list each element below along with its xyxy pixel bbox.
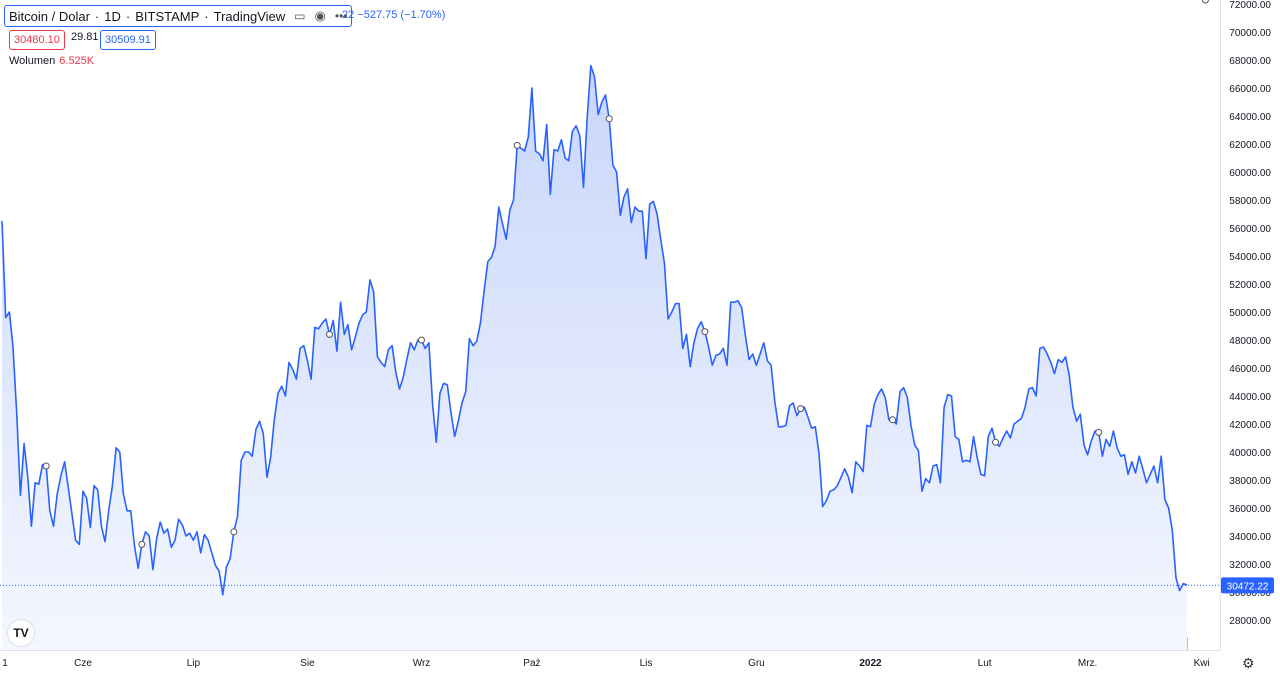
price-line (1, 64, 1188, 596)
volume-value: 6.525K (59, 55, 95, 67)
price-axis[interactable]: 28000.00 30000.00 32000.00 34000.00 36000.00… (1229, 0, 1271, 627)
x-tick-label: Kwi (1194, 658, 1210, 669)
symbol-name: Bitcoin / Dolar (9, 8, 90, 24)
event-marker[interactable] (326, 330, 333, 338)
last-price-marker: 30472.22 (0, 577, 1274, 594)
tradingview-logo-icon[interactable]: TV (8, 620, 34, 646)
separator-dot: · (204, 8, 209, 24)
more-icon[interactable]: ••• (334, 9, 348, 23)
price-area-fill (2, 65, 1187, 651)
hide-icon[interactable]: ▭ (294, 9, 306, 23)
y-tick-label: 60000.00 (1229, 168, 1271, 179)
x-tick-label: Paź (523, 658, 540, 669)
x-tick-label: Lut (978, 658, 992, 669)
y-tick-label: 48000.00 (1229, 336, 1271, 347)
spread-value: 29.81 (71, 31, 99, 43)
event-marker[interactable] (605, 115, 613, 123)
event-markers[interactable] (42, 0, 1209, 548)
symbol-legend[interactable]: Bitcoin / Dolar · 1D · BITSTAMP · Tradin… (4, 5, 353, 27)
y-tick-label: 32000.00 (1229, 560, 1271, 571)
x-tick-label: Wrz (413, 658, 431, 669)
y-tick-label: 42000.00 (1229, 420, 1271, 431)
price-change: 22 −527.75 (−1.70%) (342, 9, 446, 21)
sell-button[interactable]: 30480.10 (9, 30, 65, 50)
last-price-label: 30472.22 (1227, 581, 1269, 592)
x-tick-label: Mrz. (1078, 658, 1097, 669)
y-tick-label: 28000.00 (1229, 616, 1271, 627)
event-marker[interactable] (797, 405, 805, 413)
x-tick-label: Lis (640, 658, 653, 669)
event-marker[interactable] (992, 438, 1000, 446)
y-tick-label: 46000.00 (1229, 364, 1271, 375)
x-tick-label: 1 (2, 658, 8, 669)
x-tick-label: Gru (748, 658, 765, 669)
x-tick-label: Lip (187, 658, 201, 669)
exchange-label: BITSTAMP (135, 8, 200, 24)
event-marker[interactable] (1095, 428, 1103, 436)
separator-dot: · (125, 8, 131, 24)
y-tick-label: 40000.00 (1229, 448, 1271, 459)
y-tick-label: 52000.00 (1229, 280, 1271, 291)
price-area (1, 64, 1188, 651)
eye-icon[interactable]: ◉ (314, 8, 326, 23)
event-marker[interactable] (513, 141, 521, 149)
gear-icon[interactable]: ⚙ (1242, 655, 1255, 671)
event-marker[interactable] (42, 462, 50, 470)
event-marker[interactable] (1201, 0, 1209, 4)
y-tick-label: 58000.00 (1229, 196, 1271, 207)
interval-label: 1D (104, 8, 121, 24)
y-tick-label: 70000.00 (1229, 28, 1271, 39)
y-tick-label: 50000.00 (1229, 308, 1271, 319)
y-tick-label: 54000.00 (1229, 252, 1271, 263)
event-marker[interactable] (138, 540, 146, 548)
y-tick-label: 56000.00 (1229, 224, 1271, 235)
volume-legend[interactable]: Wolumen 6.525K (9, 55, 94, 67)
x-tick-label: 2022 (859, 658, 882, 669)
x-tick-label: Sie (300, 658, 315, 669)
x-tick-label: Cze (74, 658, 92, 669)
y-tick-label: 44000.00 (1229, 392, 1271, 403)
y-tick-label: 30000.00 (1229, 588, 1271, 599)
volume-label: Wolumen (9, 55, 56, 67)
event-marker[interactable] (889, 416, 897, 424)
source-label: TradingView (213, 8, 286, 24)
y-tick-label: 34000.00 (1229, 532, 1271, 543)
event-marker[interactable] (230, 528, 238, 536)
y-tick-label: 68000.00 (1229, 56, 1271, 67)
y-tick-label: 66000.00 (1229, 84, 1271, 95)
y-tick-label: 62000.00 (1229, 140, 1271, 151)
y-tick-label: 64000.00 (1229, 112, 1271, 123)
y-tick-label: 38000.00 (1229, 476, 1271, 487)
y-tick-label: 36000.00 (1229, 504, 1271, 515)
event-marker[interactable] (701, 328, 709, 336)
last-price-box (1221, 577, 1274, 594)
buy-button[interactable]: 30509.91 (100, 30, 156, 50)
y-tick-label: 72000.00 (1229, 0, 1271, 11)
separator-dot: · (94, 8, 100, 24)
event-marker[interactable] (418, 336, 425, 344)
